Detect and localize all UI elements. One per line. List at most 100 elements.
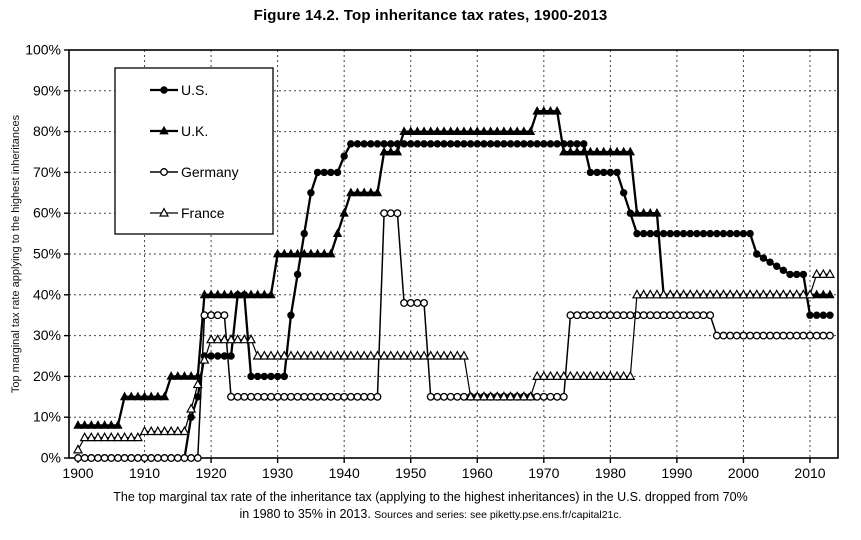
data-point-marker (345, 350, 356, 360)
data-point-marker (818, 268, 829, 278)
data-point-marker (639, 229, 648, 238)
data-point-marker (219, 334, 230, 344)
data-point-marker (279, 248, 289, 258)
y-tick-label: 40% (33, 286, 61, 302)
data-point-marker (719, 229, 728, 238)
data-point-marker (392, 350, 403, 360)
data-point-marker (272, 248, 283, 258)
data-point-marker (433, 140, 442, 148)
data-point-marker (726, 229, 734, 238)
data-point-marker (272, 350, 283, 360)
data-point-marker (699, 229, 708, 238)
data-point-marker (500, 140, 508, 148)
data-point-marker (593, 311, 602, 320)
y-tick-label: 100% (25, 42, 61, 58)
data-point-marker (172, 425, 183, 436)
data-point-marker (552, 370, 563, 380)
x-tick-label: 1990 (661, 465, 692, 481)
data-point-marker (359, 350, 370, 360)
data-point-marker (565, 146, 576, 156)
data-point-marker (133, 391, 143, 401)
data-point-marker (798, 289, 809, 299)
data-point-marker (779, 331, 788, 340)
data-point-marker (159, 425, 170, 436)
data-point-marker (693, 229, 701, 238)
data-point-marker (658, 289, 669, 299)
data-point-marker (247, 372, 255, 381)
data-point-marker (387, 140, 395, 148)
data-point-marker (779, 266, 788, 275)
data-point-marker (206, 334, 217, 344)
data-point-marker (79, 431, 90, 442)
data-point-marker (372, 350, 383, 360)
data-point-marker (320, 168, 328, 177)
data-point-marker (212, 334, 223, 344)
data-point-marker (626, 311, 635, 320)
data-point-marker (233, 392, 242, 401)
data-point-marker (651, 289, 662, 299)
y-tick-label: 60% (33, 205, 61, 221)
data-point-marker (460, 140, 468, 148)
data-point-marker (526, 140, 535, 148)
data-point-marker (579, 311, 588, 320)
data-point-marker (666, 311, 675, 320)
data-point-marker (166, 371, 176, 380)
y-tick-label: 50% (33, 246, 61, 262)
data-point-marker (678, 289, 689, 299)
data-point-marker (153, 454, 162, 462)
data-point-marker (679, 311, 688, 320)
data-point-marker (293, 392, 302, 401)
data-point-marker (313, 392, 322, 401)
data-point-marker (812, 311, 821, 319)
data-point-marker (711, 289, 722, 299)
data-point-marker (659, 311, 668, 320)
data-point-marker (299, 248, 309, 258)
data-point-marker (605, 146, 616, 156)
data-point-marker (112, 431, 123, 442)
data-point-marker (739, 229, 748, 238)
data-point-marker (186, 371, 196, 380)
data-point-marker (253, 289, 263, 299)
data-point-marker (666, 229, 674, 238)
data-point-marker (226, 289, 236, 299)
legend-item-us: U.S. (150, 82, 208, 98)
data-point-marker (619, 189, 628, 197)
series-france (72, 268, 835, 454)
data-point-marker (460, 392, 468, 401)
data-point-marker (785, 289, 796, 299)
data-point-marker (93, 420, 103, 429)
data-point-marker (127, 454, 136, 462)
data-point-marker (791, 289, 802, 299)
data-point-marker (618, 370, 629, 380)
data-point-marker (505, 391, 516, 401)
data-point-marker (759, 331, 768, 340)
data-point-marker (353, 140, 362, 148)
data-point-marker (465, 126, 476, 136)
data-point-marker (325, 350, 336, 360)
data-point-marker (645, 207, 655, 217)
data-point-marker (466, 140, 475, 148)
data-point-marker (472, 126, 482, 136)
data-point-marker (180, 454, 189, 462)
data-point-marker (786, 331, 794, 340)
legend-item-france: France (150, 205, 225, 221)
data-point-marker (360, 140, 368, 148)
data-point-marker (792, 331, 801, 340)
data-point-marker (498, 391, 509, 401)
legend: U.S. U.K. Germany France (114, 67, 274, 235)
data-point-marker (631, 289, 642, 299)
data-point-marker (600, 168, 608, 177)
data-point-marker (559, 392, 568, 401)
data-point-marker (452, 350, 463, 360)
x-tick-label: 1910 (129, 465, 160, 481)
data-point-marker (438, 350, 450, 360)
data-point-marker (625, 146, 635, 156)
y-tick-label: 70% (33, 164, 61, 180)
data-point-marker (691, 289, 702, 299)
data-point-marker (572, 370, 583, 380)
data-point-marker (406, 299, 415, 307)
data-point-marker (686, 311, 695, 320)
data-point-marker (412, 126, 423, 136)
